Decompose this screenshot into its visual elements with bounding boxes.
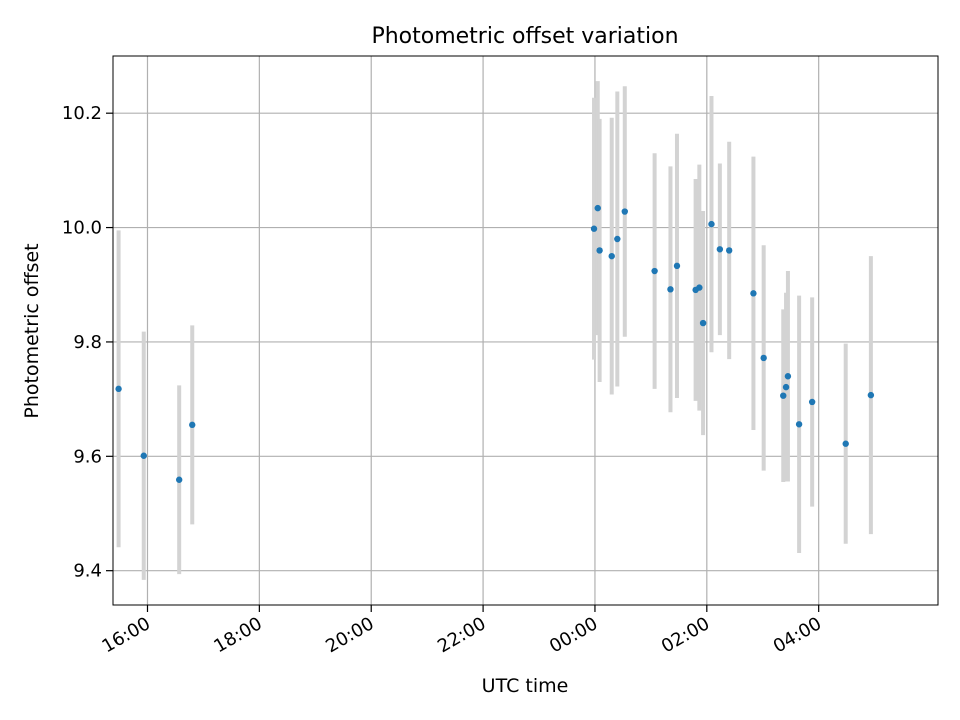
data-point: [867, 391, 875, 399]
data-point: [842, 440, 849, 447]
data-point: [596, 247, 603, 254]
data-point: [590, 225, 598, 232]
y-tick-label: 10.0: [62, 218, 102, 239]
y-tick-label: 10.2: [62, 103, 102, 124]
chart-title: Photometric offset variation: [371, 24, 678, 49]
data-point: [708, 220, 715, 228]
data-point: [140, 452, 147, 459]
data-point: [594, 204, 601, 212]
data-point: [673, 262, 681, 270]
data-point: [608, 252, 615, 260]
y-tick-label: 9.6: [73, 446, 102, 467]
data-point: [780, 392, 787, 399]
data-point: [696, 284, 703, 291]
data-point: [115, 385, 122, 393]
y-tick-label: 9.4: [73, 561, 102, 582]
data-point: [750, 290, 757, 297]
data-points: [115, 204, 875, 483]
y-axis-ticks: 9.4 9.6 9.8 10.0 10.2: [62, 103, 113, 582]
data-point: [784, 373, 792, 380]
data-point: [782, 383, 790, 391]
data-point: [760, 354, 767, 362]
y-tick-label: 9.8: [73, 332, 102, 353]
data-point: [189, 421, 196, 429]
data-point: [175, 476, 183, 483]
data-point: [614, 235, 621, 243]
x-axis-label: UTC time: [482, 675, 569, 697]
data-point: [651, 267, 658, 275]
data-point: [808, 398, 816, 406]
y-axis-label: Photometric offset: [21, 243, 43, 418]
data-point: [699, 319, 707, 327]
data-point: [725, 247, 733, 254]
data-point: [621, 208, 628, 215]
plot-frame: [112, 55, 939, 606]
data-point: [667, 286, 674, 293]
data-point: [795, 421, 803, 428]
data-point: [716, 246, 724, 253]
